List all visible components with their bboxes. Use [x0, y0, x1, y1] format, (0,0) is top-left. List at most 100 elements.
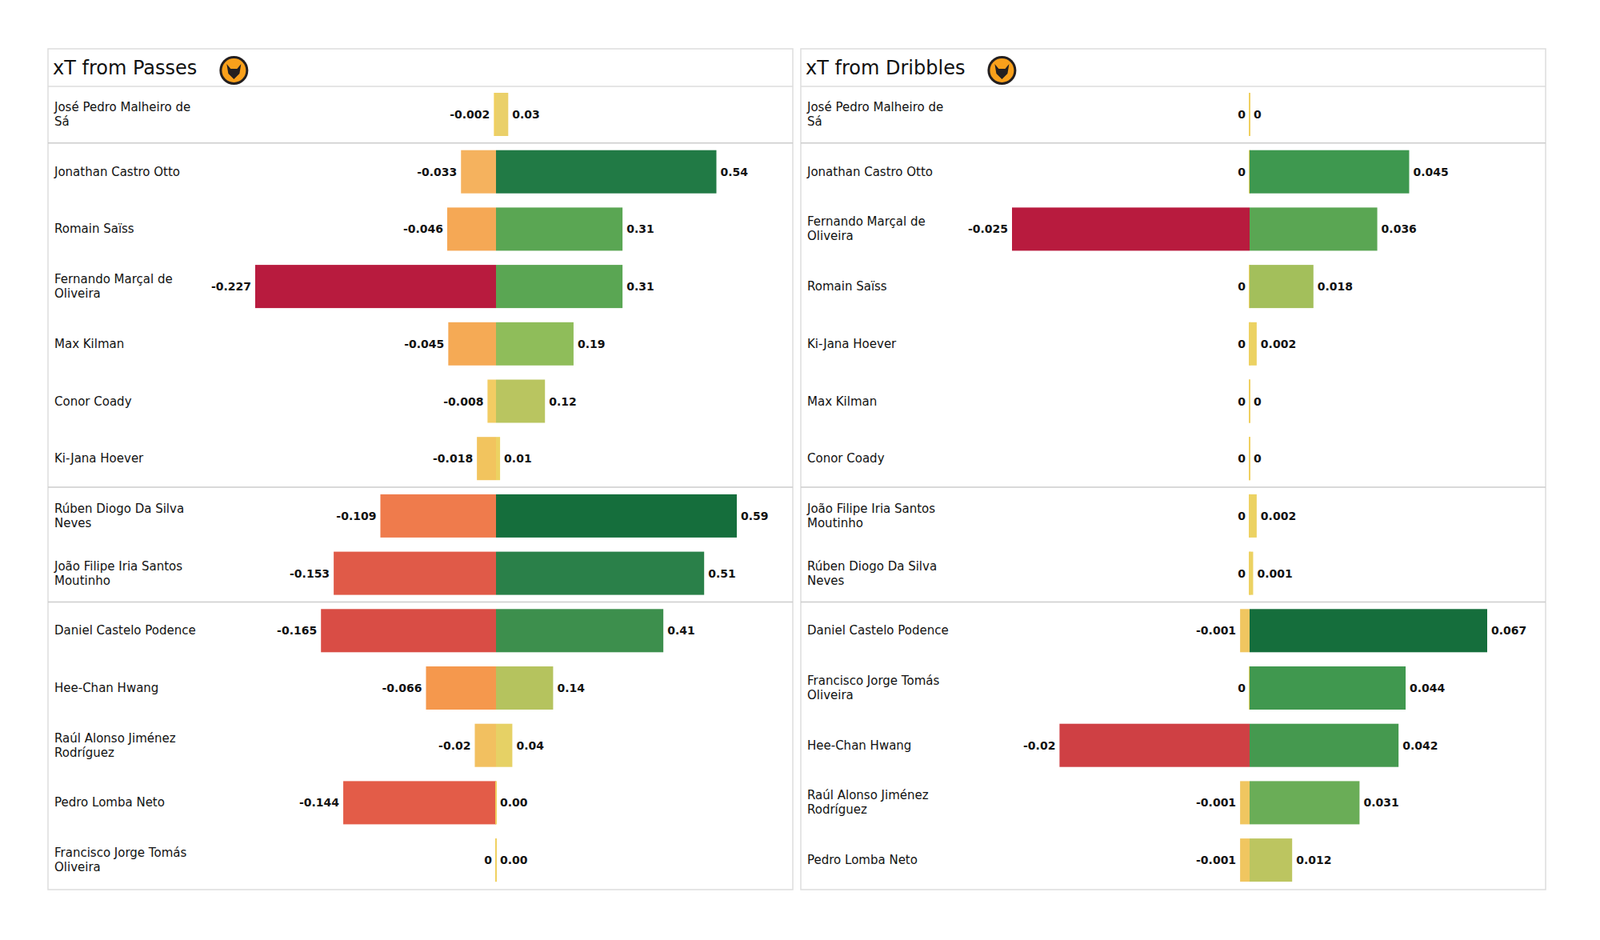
category-line: Moutinho [807, 516, 864, 531]
category-label: Rúben Diogo Da SilvaNeves [807, 559, 937, 588]
category-line: Rúben Diogo Da Silva [54, 501, 184, 516]
data-label: 0.018 [1317, 280, 1353, 293]
bar [1248, 92, 1251, 136]
category-line: Conor Coady [54, 394, 132, 409]
data-label: -0.109 [336, 509, 376, 523]
category-label: Hee-Chan Hwang [54, 680, 159, 696]
data-label: 0.54 [720, 165, 748, 179]
category-line: Pedro Lomba Neto [54, 795, 165, 810]
category-label: Raúl Alonso JiménezRodríguez [807, 788, 929, 817]
category-label: Max Kilman [807, 394, 877, 409]
data-label: 0.044 [1409, 681, 1446, 695]
logo-wolf [994, 64, 1009, 80]
labels: José Pedro Malheiro deSá00Jonathan Castr… [806, 100, 1527, 868]
bar [1059, 724, 1250, 768]
bar [474, 724, 496, 768]
data-label: -0.002 [449, 108, 490, 121]
bars [255, 92, 737, 882]
data-label: -0.025 [968, 222, 1008, 236]
panel: xT from PassesJosé Pedro Malheiro deSá-0… [48, 48, 793, 890]
category-line: Rúben Diogo Da Silva [807, 559, 937, 574]
bar [495, 838, 497, 882]
bar [496, 724, 512, 768]
bar [448, 322, 496, 366]
data-label: -0.018 [432, 452, 473, 465]
data-label: 0.036 [1381, 222, 1417, 236]
bar [1249, 838, 1292, 882]
data-label: 0 [1237, 165, 1246, 179]
data-label: 0.19 [577, 337, 606, 351]
data-label: 0 [1237, 681, 1246, 695]
data-label: 0.067 [1491, 624, 1527, 637]
data-label: -0.008 [443, 395, 484, 408]
category-label: Hee-Chan Hwang [807, 738, 912, 753]
category-label: Francisco Jorge TomásOliveira [54, 845, 187, 875]
category-line: Max Kilman [54, 336, 124, 352]
data-label: 0.51 [708, 567, 736, 580]
header-rule [48, 85, 793, 88]
category-line: Romain Saïss [807, 279, 888, 294]
bar [320, 608, 496, 652]
category-line: Sá [807, 114, 823, 129]
bar [1248, 436, 1251, 480]
data-label: 0.01 [504, 452, 532, 465]
category-label: João Filipe Iria SantosMoutinho [806, 501, 936, 531]
category-line: Raúl Alonso Jiménez [807, 788, 929, 803]
data-label: 0.045 [1412, 165, 1448, 179]
club-logo [987, 56, 1016, 85]
category-line: Oliveira [807, 228, 854, 244]
bar [495, 838, 497, 882]
bar [380, 494, 496, 538]
category-label: Pedro Lomba Neto [807, 852, 918, 868]
category-label: Pedro Lomba Neto [54, 795, 165, 810]
bar [1249, 780, 1360, 824]
data-label: 0.12 [548, 395, 577, 408]
data-label: -0.227 [211, 280, 252, 293]
category-label: Romain Saïss [54, 221, 135, 236]
data-label: -0.153 [289, 567, 330, 580]
category-line: José Pedro Malheiro de [53, 100, 191, 115]
bar [496, 666, 553, 710]
bar [1248, 436, 1251, 480]
logo-wolf [226, 64, 241, 80]
category-label: Fernando Marçal deOliveira [54, 272, 173, 301]
bar [1240, 608, 1250, 652]
data-label: 0.00 [500, 796, 528, 809]
bar [447, 207, 496, 251]
data-label: -0.001 [1196, 624, 1236, 637]
chart-canvas: xT from PassesJosé Pedro Malheiro deSá-0… [0, 0, 1600, 940]
category-line: Francisco Jorge Tomás [807, 673, 940, 688]
bar [487, 380, 496, 424]
category-line: João Filipe Iria Santos [53, 559, 183, 574]
bar [343, 780, 496, 824]
data-label: 0 [1237, 108, 1246, 121]
data-label: 0 [1237, 509, 1246, 523]
data-label: 0 [484, 853, 492, 867]
bar [496, 494, 737, 538]
category-line: Oliveira [54, 286, 101, 301]
data-label: 0.031 [1363, 796, 1399, 809]
club-logo [219, 56, 248, 85]
group-separator [48, 486, 793, 488]
category-line: Pedro Lomba Neto [807, 852, 918, 868]
panel: xT from DribblesJosé Pedro Malheiro deSá… [800, 48, 1546, 890]
bars [1012, 92, 1488, 882]
data-label: -0.02 [1023, 739, 1056, 752]
data-label: -0.046 [403, 222, 444, 236]
data-label: -0.001 [1196, 853, 1236, 867]
group-separator [800, 486, 1546, 488]
data-label: 0 [1253, 395, 1262, 408]
category-label: José Pedro Malheiro deSá [806, 100, 944, 129]
bar [496, 92, 508, 136]
data-label: 0 [1253, 452, 1262, 465]
category-line: Daniel Castelo Podence [54, 623, 196, 638]
category-label: Daniel Castelo Podence [54, 623, 196, 638]
data-label: 0.012 [1296, 853, 1332, 867]
data-label: -0.165 [276, 624, 317, 637]
logo-ring [987, 56, 1016, 85]
data-label: -0.02 [438, 739, 471, 752]
bar [333, 552, 496, 596]
category-label: Conor Coady [54, 394, 132, 409]
category-label: Conor Coady [807, 451, 885, 466]
data-label: -0.001 [1196, 796, 1236, 809]
